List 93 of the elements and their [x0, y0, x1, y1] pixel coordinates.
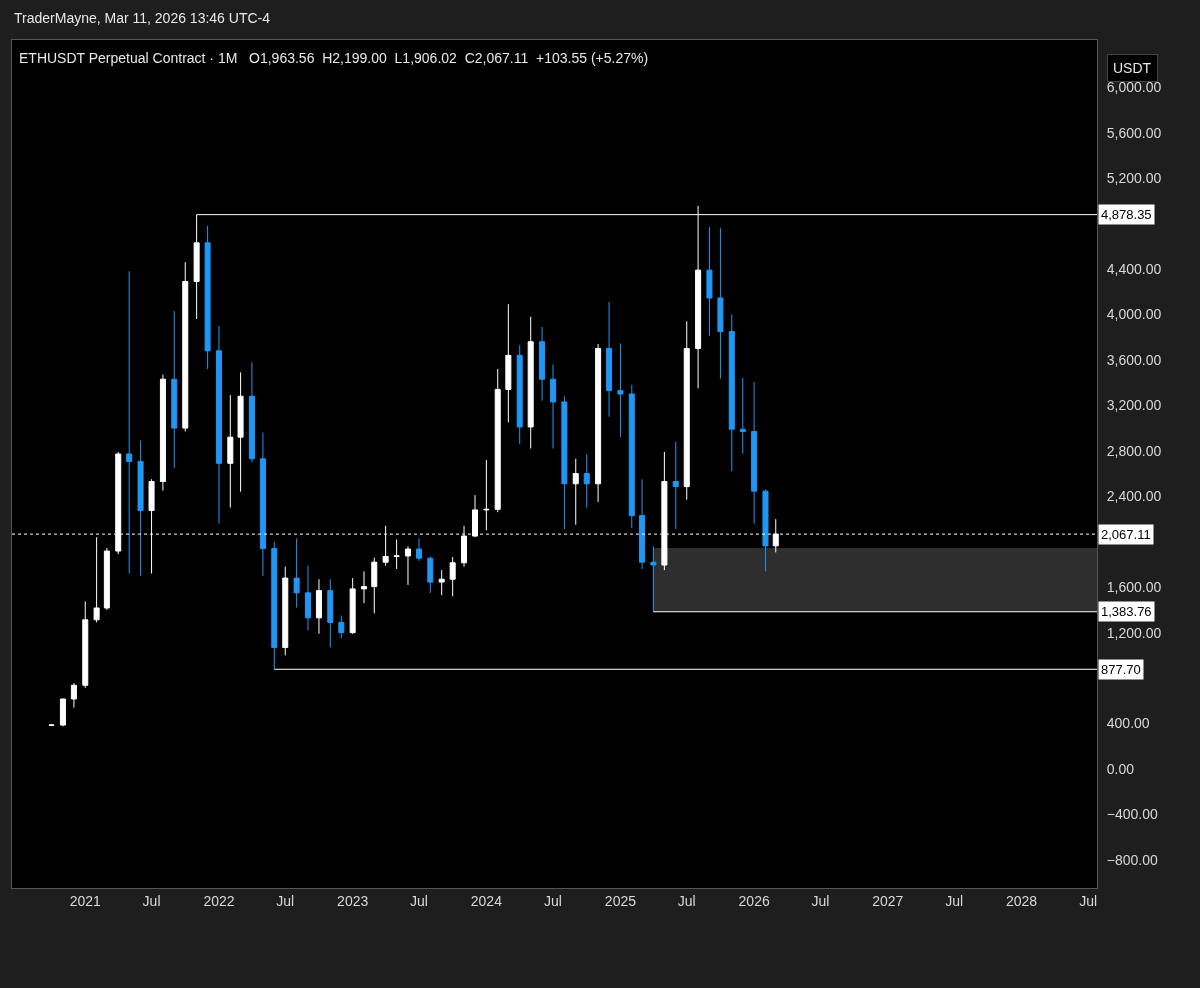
x-tick-label: Jul [811, 892, 830, 909]
candlestick [427, 556, 434, 594]
candlestick [438, 569, 445, 596]
candlestick [70, 682, 77, 709]
candlestick [606, 301, 613, 418]
candlestick [171, 310, 178, 469]
candlestick [617, 342, 624, 438]
x-tick-label: 2026 [738, 892, 770, 909]
x-tick-label: Jul [142, 892, 161, 909]
x-tick-label: 2025 [604, 892, 637, 909]
x-tick-label: 2024 [470, 892, 503, 909]
ref-line-label: 1,383.76 [1101, 604, 1152, 619]
candlestick [338, 615, 345, 639]
candlestick [449, 556, 456, 597]
y-axis-title: USDT [1113, 60, 1152, 76]
candlestick [539, 326, 546, 402]
candlestick [248, 361, 255, 463]
x-tick-label: 2028 [1005, 892, 1038, 909]
candlestick [237, 371, 244, 493]
candlestick [683, 320, 690, 501]
candlestick [349, 577, 356, 635]
candlestick [103, 547, 110, 611]
y-tick-label: −400.00 [1106, 806, 1159, 823]
candlestick [561, 395, 568, 530]
candlestick [415, 537, 422, 562]
candlestick [751, 381, 758, 525]
candlestick [762, 488, 769, 572]
candlestick [293, 537, 300, 609]
candlestick [516, 344, 523, 445]
candlestick [48, 723, 55, 727]
ref-line-label: 4,878.35 [1101, 207, 1152, 222]
ref-line-label: 2,067.11 [1101, 527, 1151, 542]
candlestick [706, 226, 713, 337]
y-tick-label: 3,200.00 [1106, 397, 1162, 414]
candlestick [282, 566, 289, 656]
candlestick [483, 459, 490, 531]
y-tick-label: 400.00 [1106, 715, 1150, 732]
candlestick [505, 303, 512, 423]
y-tick-label: 6,000.00 [1106, 79, 1162, 96]
y-tick-label: 5,200.00 [1106, 169, 1162, 186]
y-tick-label: 1,600.00 [1106, 579, 1162, 596]
candlestick [327, 578, 334, 648]
x-tick-label: Jul [410, 892, 428, 909]
x-tick-label: Jul [945, 892, 964, 909]
text: TraderMayne, Mar 11, 2026 13:46 UTC-4 [14, 10, 271, 26]
candlestick [550, 363, 557, 450]
candlestick [572, 458, 579, 526]
x-tick-label: Jul [544, 892, 562, 909]
candlestick [583, 453, 590, 509]
candlestick [93, 536, 100, 623]
candlestick [304, 565, 311, 631]
candlestick [672, 441, 679, 530]
candlestick [82, 600, 89, 689]
candlestick [728, 313, 735, 472]
candlestick [595, 343, 602, 503]
candlestick [628, 384, 635, 529]
candlestick [227, 394, 234, 509]
candlestick [494, 368, 501, 513]
candlestick [361, 570, 368, 604]
candlestick [371, 557, 378, 614]
candlestick [717, 227, 724, 380]
x-tick-label: Jul [677, 892, 696, 909]
candlestick [527, 316, 534, 450]
candlestick [639, 478, 646, 570]
x-tick-label: Jul [276, 892, 295, 909]
x-tick-label: 2021 [69, 892, 102, 909]
candlestick [215, 325, 222, 525]
x-tick-label: 2022 [203, 892, 235, 909]
candlestick [739, 377, 746, 455]
y-tick-label: 3,600.00 [1106, 351, 1162, 368]
y-tick-label: 2,400.00 [1106, 488, 1162, 505]
candlestick [182, 261, 189, 432]
y-tick-label: 2,800.00 [1106, 442, 1162, 459]
y-tick-label: 5,600.00 [1106, 124, 1162, 141]
candlestick [137, 440, 144, 577]
x-tick-label: 2023 [337, 892, 369, 909]
ref-line-label: 877.70 [1101, 662, 1141, 677]
candlestick [126, 270, 133, 575]
candlestick [315, 578, 322, 635]
candlestick [259, 432, 266, 577]
y-tick-label: 0.00 [1106, 760, 1135, 777]
candlestick [404, 545, 411, 586]
candlestick [59, 698, 66, 727]
x-tick-label: 2027 [872, 892, 904, 909]
candlestick [393, 538, 400, 570]
y-tick-label: −800.00 [1106, 851, 1159, 868]
y-tick-label: 4,000.00 [1106, 306, 1162, 323]
chart-title: ETHUSDT Perpetual Contract · 1M O1,963.56 H2,199.00 L1,906.02 C2,067.11 +103.55 (+5.27%) [19, 50, 649, 66]
candlestick [159, 374, 166, 492]
candlestick [204, 225, 211, 370]
y-tick-label: 4,400.00 [1106, 260, 1162, 277]
x-tick-label: Jul [1079, 892, 1098, 909]
y-tick-label: 1,200.00 [1106, 624, 1162, 641]
